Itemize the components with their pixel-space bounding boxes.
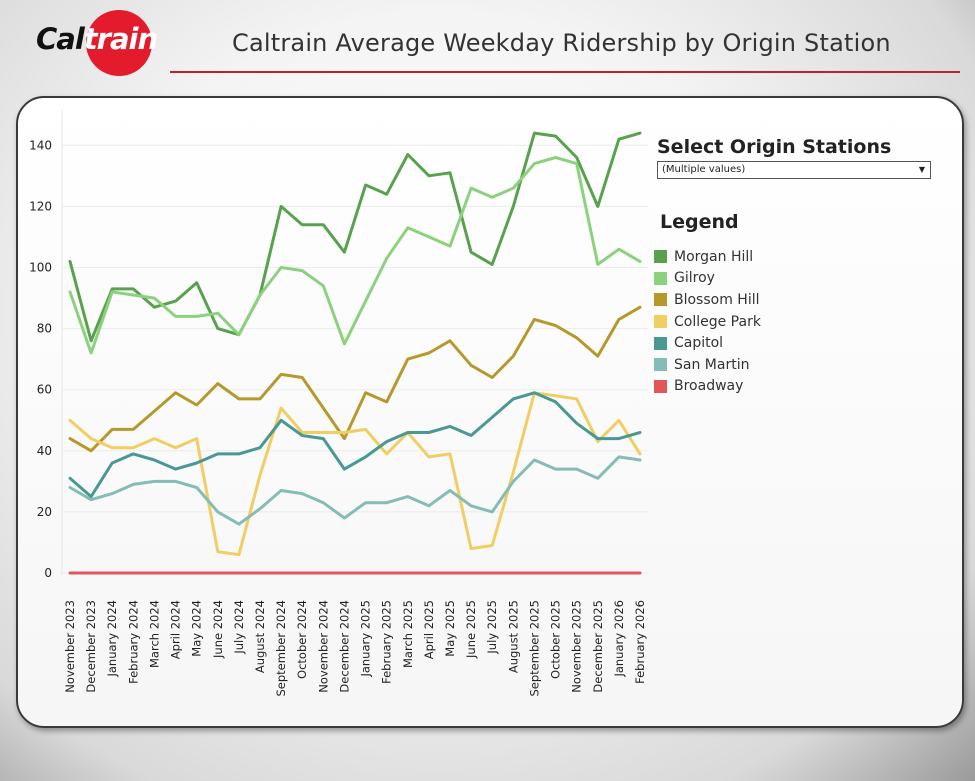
x-tick-label: July 2025 bbox=[485, 600, 499, 655]
x-tick-label: March 2025 bbox=[401, 600, 415, 668]
x-tick-label: June 2024 bbox=[211, 600, 225, 659]
x-tick-label: June 2025 bbox=[464, 600, 478, 659]
y-tick-label: 140 bbox=[29, 138, 52, 152]
x-tick-label: August 2024 bbox=[253, 600, 267, 673]
y-tick-label: 100 bbox=[29, 261, 52, 275]
x-tick-label: October 2024 bbox=[295, 600, 309, 679]
x-tick-label: November 2023 bbox=[63, 600, 77, 693]
x-tick-label: December 2025 bbox=[591, 600, 605, 693]
x-tick-label: August 2025 bbox=[506, 600, 520, 673]
x-tick-label: December 2023 bbox=[84, 600, 98, 693]
x-tick-label: April 2024 bbox=[169, 600, 183, 659]
x-tick-label: January 2025 bbox=[359, 600, 373, 678]
filter-title: Select Origin Stations bbox=[657, 136, 892, 158]
legend-swatch bbox=[654, 250, 667, 264]
legend-title: Legend bbox=[660, 211, 739, 233]
series-line-san-martin[interactable] bbox=[68, 455, 642, 526]
legend-item-capitol[interactable]: Capitol bbox=[654, 332, 761, 354]
series-line-capitol[interactable] bbox=[68, 391, 642, 499]
legend-label: Capitol bbox=[674, 335, 724, 352]
x-tick-label: February 2025 bbox=[380, 600, 394, 684]
x-tick-label: September 2024 bbox=[274, 600, 288, 697]
legend-item-blossom-hill[interactable]: Blossom Hill bbox=[654, 289, 761, 311]
legend-label: College Park bbox=[674, 313, 761, 330]
y-tick-label: 40 bbox=[37, 444, 52, 458]
x-tick-label: September 2025 bbox=[527, 600, 541, 697]
series-line-gilroy[interactable] bbox=[68, 156, 642, 355]
legend-label: Broadway bbox=[674, 378, 744, 395]
logo-red-disc bbox=[86, 10, 152, 76]
title-divider bbox=[170, 71, 960, 73]
page-title: Caltrain Average Weekday Ridership by Or… bbox=[232, 29, 891, 57]
y-tick-label: 60 bbox=[37, 383, 52, 397]
dashboard-card bbox=[16, 96, 964, 728]
logo-text-train: train bbox=[83, 22, 158, 56]
legend-label: Morgan Hill bbox=[674, 248, 754, 265]
legend-label: Gilroy bbox=[674, 270, 715, 287]
logo-wordmark: Caltrain bbox=[36, 22, 158, 56]
legend-item-morgan-hill[interactable]: Morgan Hill bbox=[654, 246, 761, 268]
x-tick-label: April 2025 bbox=[422, 600, 436, 659]
y-tick-label: 0 bbox=[44, 566, 52, 580]
legend-swatch bbox=[654, 271, 667, 285]
x-tick-label: February 2026 bbox=[633, 600, 647, 684]
y-tick-label: 20 bbox=[37, 505, 52, 519]
legend-label: San Martin bbox=[674, 356, 750, 373]
legend-item-broadway[interactable]: Broadway bbox=[654, 376, 761, 398]
chart-gridlines bbox=[61, 110, 648, 575]
y-tick-label: 80 bbox=[37, 322, 52, 336]
legend-swatch bbox=[654, 358, 667, 372]
chart-legend: Morgan Hill Gilroy Blossom Hill College Par… bbox=[654, 246, 761, 397]
series-line-college-park[interactable] bbox=[68, 391, 642, 557]
x-tick-label: May 2024 bbox=[190, 600, 204, 657]
x-tick-label: May 2025 bbox=[443, 600, 457, 657]
x-tick-label: January 2026 bbox=[612, 600, 626, 678]
y-axis-ticks: 0 20 40 60 80 100 120 140 bbox=[29, 138, 52, 580]
x-axis-ticks: November 2023 December 2023 January 2024 Fe… bbox=[63, 600, 647, 697]
caltrain-logo: Caltrain bbox=[36, 8, 161, 80]
legend-item-san-martin[interactable]: San Martin bbox=[654, 354, 761, 376]
x-tick-label: March 2024 bbox=[147, 600, 161, 668]
series-line-morgan-hill[interactable] bbox=[68, 131, 642, 343]
legend-swatch bbox=[654, 379, 667, 393]
logo-text-cal: Cal bbox=[36, 22, 85, 56]
legend-swatch bbox=[654, 336, 667, 350]
origin-station-select[interactable]: (Multiple values) ▼ bbox=[657, 161, 931, 179]
series-line-blossom-hill[interactable] bbox=[68, 305, 642, 453]
legend-swatch bbox=[654, 315, 667, 329]
x-tick-label: February 2024 bbox=[126, 600, 140, 684]
x-tick-label: October 2025 bbox=[549, 600, 563, 679]
dropdown-arrow-icon: ▼ bbox=[918, 165, 925, 174]
y-tick-label: 120 bbox=[29, 199, 52, 213]
origin-station-select-value: (Multiple values) bbox=[662, 164, 746, 175]
legend-item-gilroy[interactable]: Gilroy bbox=[654, 268, 761, 290]
legend-item-college-park[interactable]: College Park bbox=[654, 311, 761, 333]
chart-series bbox=[68, 131, 642, 575]
legend-label: Blossom Hill bbox=[674, 291, 760, 308]
x-tick-label: January 2024 bbox=[105, 600, 119, 678]
legend-swatch bbox=[654, 293, 667, 307]
x-tick-label: November 2024 bbox=[316, 600, 330, 693]
x-tick-label: December 2024 bbox=[337, 600, 351, 693]
x-tick-label: November 2025 bbox=[570, 600, 584, 693]
x-tick-label: July 2024 bbox=[232, 600, 246, 655]
